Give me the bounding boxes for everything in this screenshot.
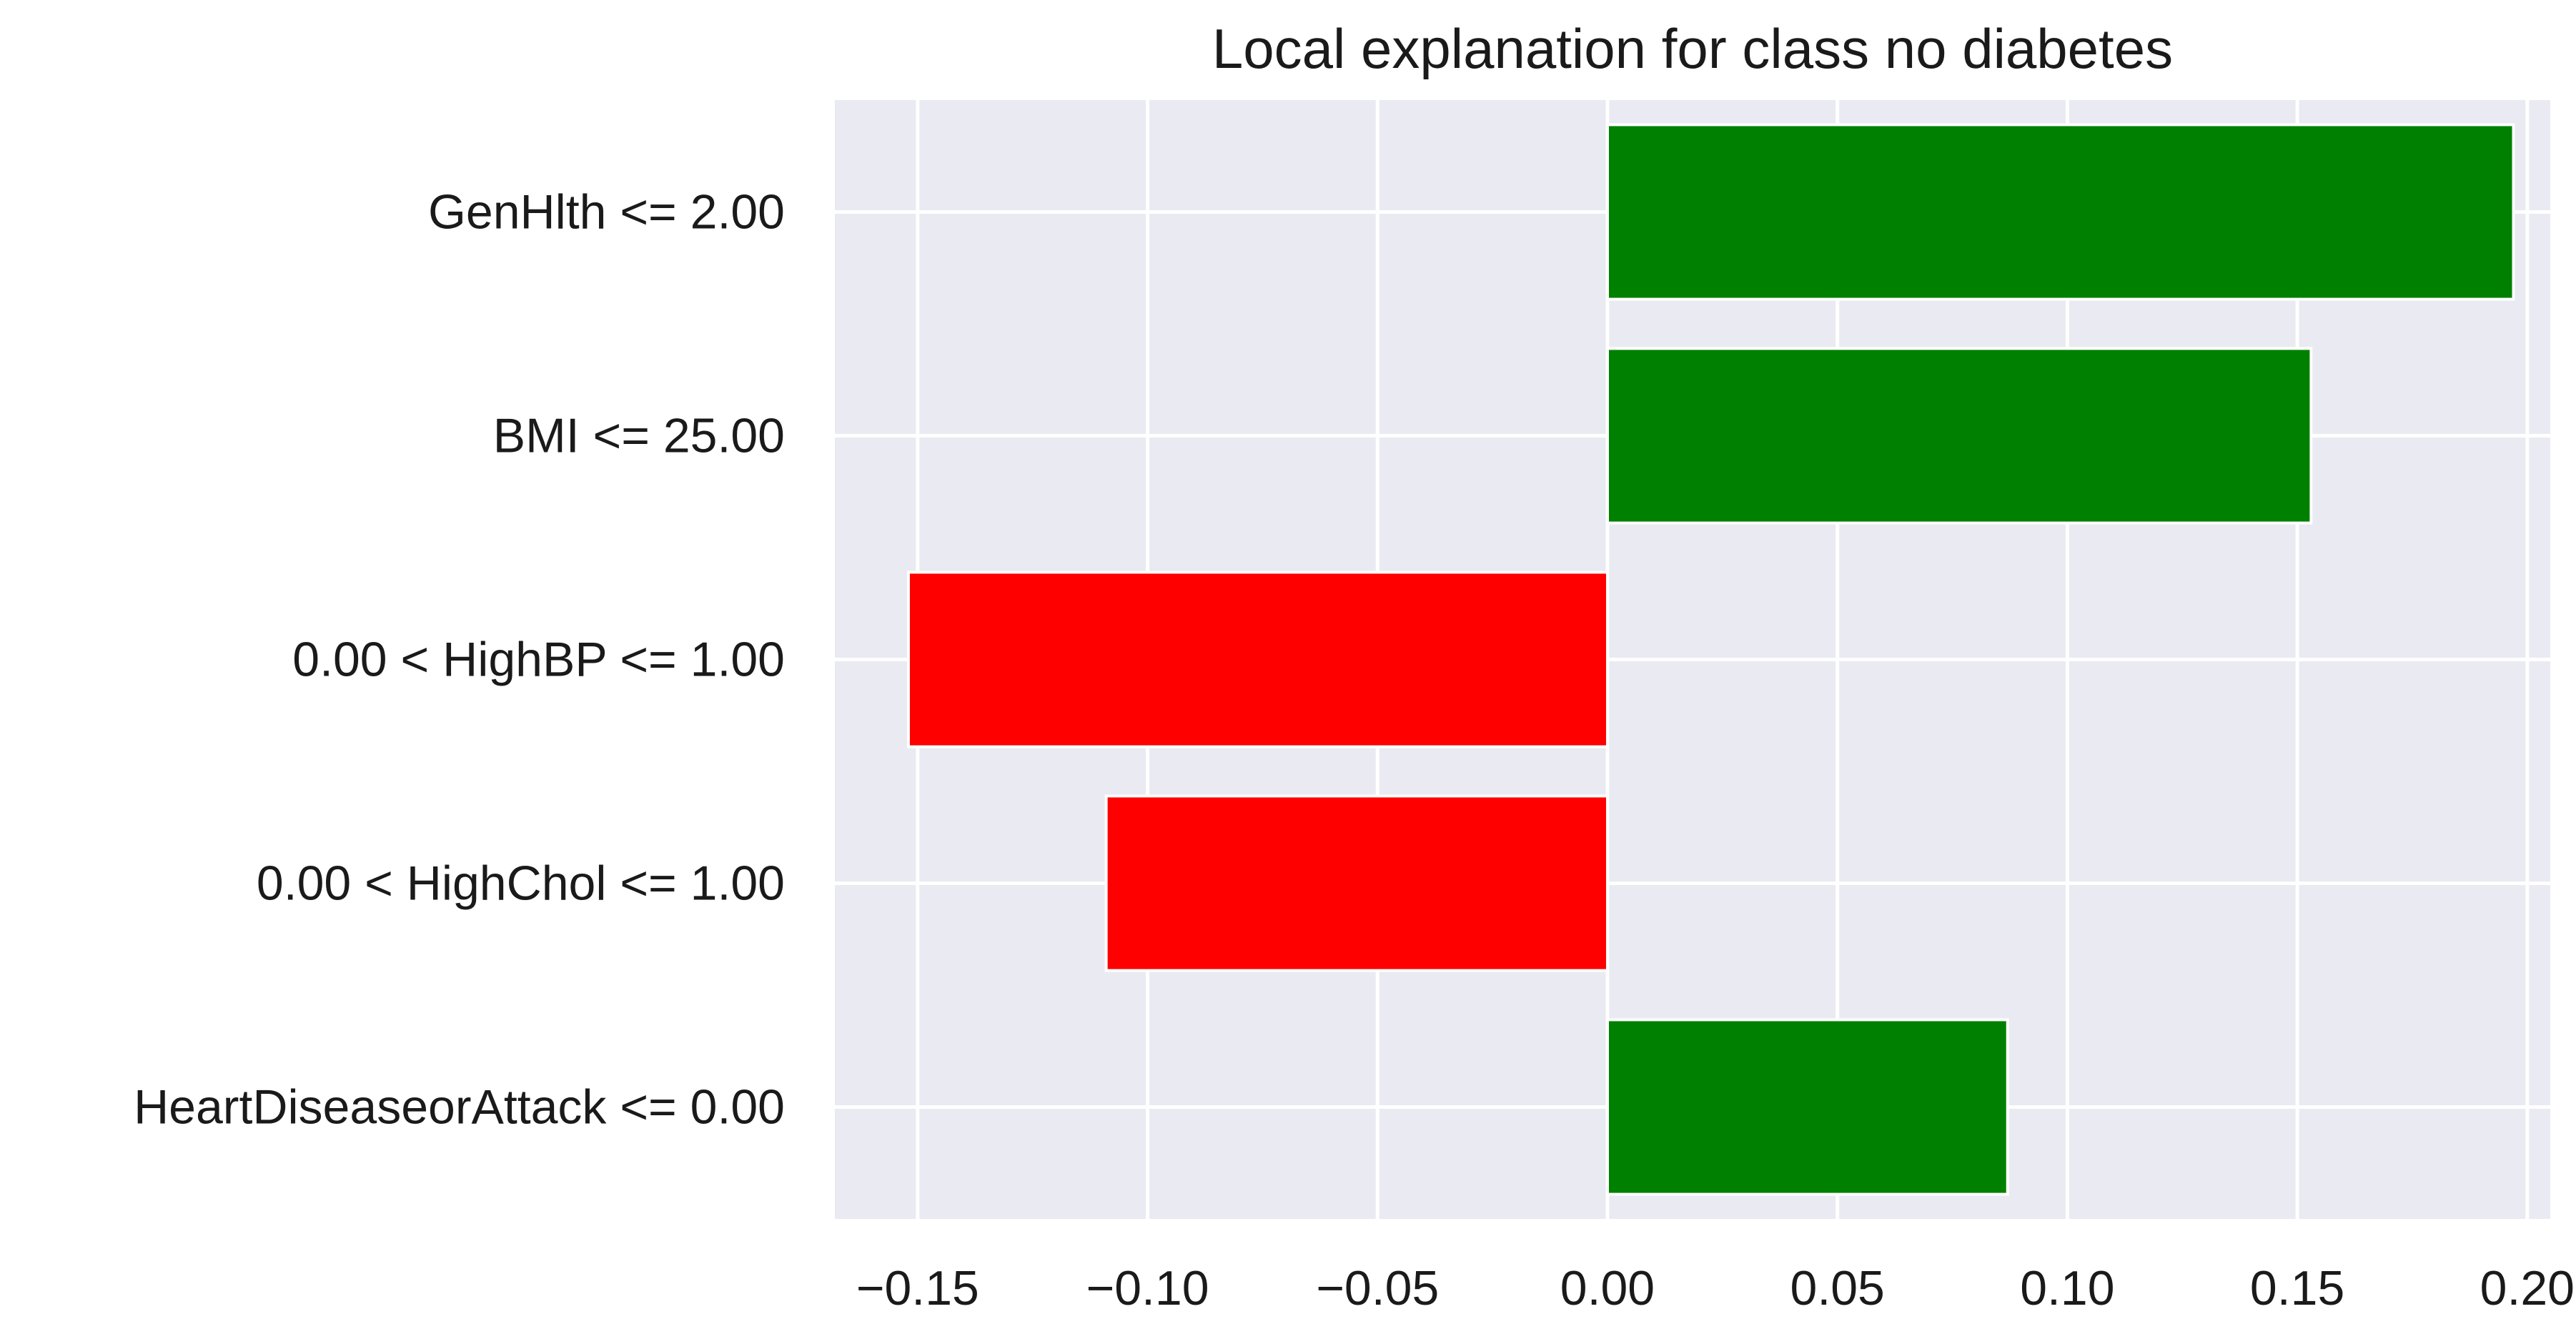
x-tick-labels: −0.15 −0.10 −0.05 0.00 0.05 0.10 0.15 0.20 — [856, 1261, 2575, 1315]
x-tick-label: 0.20 — [2480, 1261, 2575, 1315]
x-tick-label: −0.10 — [1086, 1261, 1209, 1315]
x-tick-label: 0.05 — [1790, 1261, 1885, 1315]
bars — [906, 123, 2515, 1196]
y-tick-label: BMI <= 25.00 — [493, 409, 785, 463]
chart-title: Local explanation for class no diabetes — [1212, 17, 2173, 80]
x-tick-label: 0.10 — [2020, 1261, 2114, 1315]
bar — [1605, 347, 2313, 525]
x-tick-label: 0.15 — [2250, 1261, 2344, 1315]
bar — [906, 570, 1609, 749]
x-tick-label: 0.00 — [1560, 1261, 1655, 1315]
y-tick-label: 0.00 < HighBP <= 1.00 — [292, 633, 785, 687]
bar — [1605, 123, 2515, 301]
x-tick-label: −0.15 — [856, 1261, 979, 1315]
y-tick-label: HeartDiseaseorAttack <= 0.00 — [134, 1080, 785, 1135]
y-tick-labels: GenHlth <= 2.00 BMI <= 25.00 0.00 < HighBP… — [134, 185, 785, 1135]
y-tick-label: 0.00 < HighChol <= 1.00 — [257, 856, 785, 911]
x-tick-label: −0.05 — [1316, 1261, 1439, 1315]
bar — [1104, 794, 1609, 972]
y-tick-label: GenHlth <= 2.00 — [428, 185, 785, 239]
bar — [1605, 1018, 2009, 1196]
